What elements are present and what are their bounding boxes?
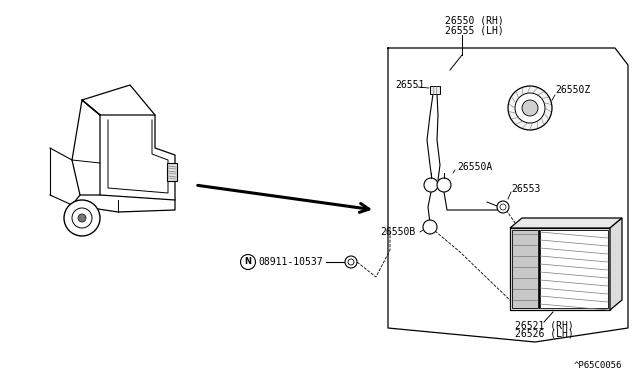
- Circle shape: [423, 220, 437, 234]
- Polygon shape: [610, 218, 622, 310]
- Circle shape: [437, 178, 451, 192]
- Circle shape: [241, 254, 255, 269]
- Bar: [167, 163, 177, 181]
- Text: 08911-10537: 08911-10537: [258, 257, 323, 267]
- Text: 26551: 26551: [395, 80, 424, 90]
- Circle shape: [424, 178, 438, 192]
- Polygon shape: [388, 48, 628, 342]
- Polygon shape: [540, 230, 608, 308]
- Circle shape: [345, 256, 357, 268]
- Circle shape: [78, 214, 86, 222]
- Polygon shape: [510, 218, 622, 228]
- Bar: [430, 86, 440, 94]
- Circle shape: [508, 86, 552, 130]
- Text: 26555 (LH): 26555 (LH): [445, 25, 504, 35]
- Circle shape: [497, 201, 509, 213]
- Circle shape: [64, 200, 100, 236]
- Circle shape: [522, 100, 538, 116]
- Circle shape: [515, 93, 545, 123]
- Text: 26550B: 26550B: [380, 227, 415, 237]
- Polygon shape: [512, 230, 538, 308]
- Text: N: N: [244, 257, 252, 266]
- Polygon shape: [510, 228, 610, 310]
- Text: 26550A: 26550A: [457, 162, 492, 172]
- Text: ^P65C0056: ^P65C0056: [573, 360, 622, 369]
- Text: 26550Z: 26550Z: [555, 85, 590, 95]
- Text: 26526 (LH): 26526 (LH): [515, 329, 573, 339]
- Text: 26550 (RH): 26550 (RH): [445, 15, 504, 25]
- Text: 26521 (RH): 26521 (RH): [515, 320, 573, 330]
- Text: 26553: 26553: [511, 184, 540, 194]
